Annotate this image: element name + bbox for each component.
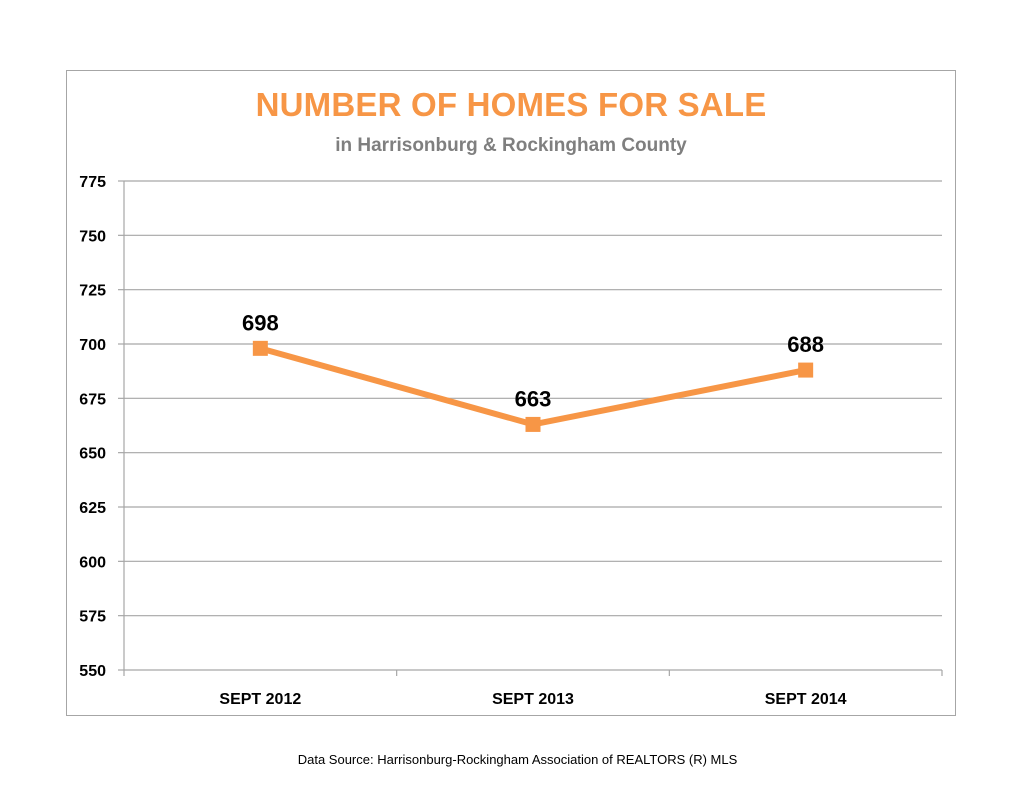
gridlines [124,180,942,617]
y-tick-label: 775 [79,174,106,191]
data-label: 663 [515,386,552,411]
y-tick-label: 675 [79,391,106,408]
chart-title: NUMBER OF HOMES FOR SALE [255,86,767,123]
y-tick-label: 575 [79,609,106,626]
data-source-note: Data Source: Harrisonburg-Rockingham Ass… [297,752,738,767]
x-tick-label: SEPT 2013 [492,691,574,708]
axes [118,180,943,676]
data-labels: 698 663 688 [242,310,824,411]
y-tick-label: 550 [79,663,106,680]
data-point-marker [525,416,541,432]
y-tick-label: 725 [79,283,106,300]
chart-subtitle: in Harrisonburg & Rockingham County [335,135,687,156]
x-tick-labels: SEPT 2012 SEPT 2013 SEPT 2014 [219,691,846,708]
series [252,340,814,432]
y-tick-label: 700 [79,337,106,354]
data-label: 698 [242,310,279,335]
y-tick-label: 750 [79,228,106,245]
data-point-marker [252,340,268,356]
x-tick-label: SEPT 2014 [765,691,847,708]
y-tick-label: 625 [79,500,106,517]
y-tick-labels: 550 575 600 625 650 675 700 725 750 775 [79,174,106,680]
chart-frame [66,70,956,716]
x-tick-label: SEPT 2012 [219,691,301,708]
data-point-marker [798,362,814,378]
data-label: 688 [787,332,824,357]
y-tick-label: 650 [79,446,106,463]
y-tick-label: 600 [79,554,106,571]
